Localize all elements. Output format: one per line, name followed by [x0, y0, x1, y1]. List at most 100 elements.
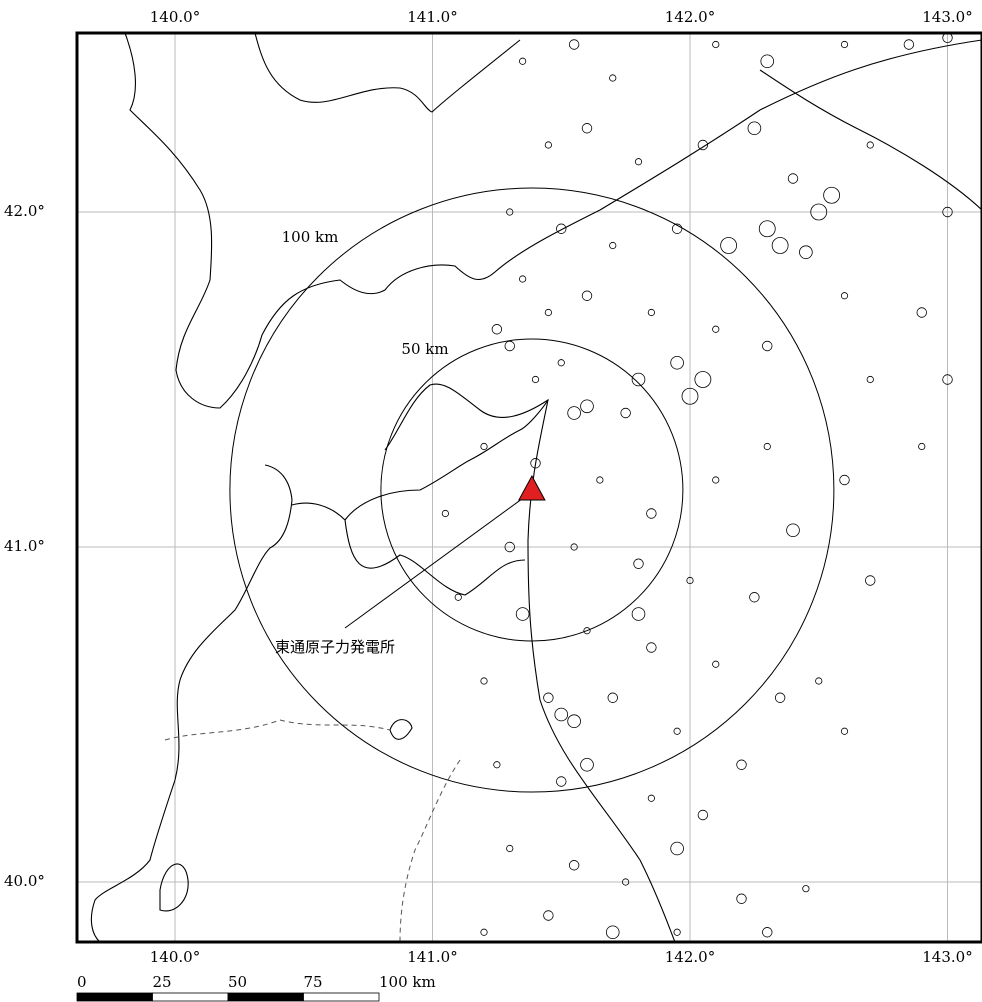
epicenter [736, 893, 747, 904]
epicenter [802, 885, 810, 893]
scale-label: 100 km [379, 973, 436, 991]
epicenter [491, 324, 503, 335]
plant-marker [518, 475, 546, 501]
epicenter [697, 139, 709, 151]
epicenter [787, 173, 799, 184]
coastline [759, 69, 982, 211]
scale-label: 25 [153, 973, 172, 991]
epicenter [519, 275, 527, 283]
range-ring [229, 187, 835, 793]
epicenter [694, 371, 712, 388]
epicenter [799, 245, 813, 260]
scale-label: 0 [77, 973, 87, 991]
epicenter [544, 308, 552, 317]
epicenter [609, 74, 617, 82]
range-ring-label: 50 km [401, 340, 448, 358]
epicenter [762, 340, 773, 352]
epicenter [918, 442, 926, 451]
epicenter [530, 458, 541, 469]
epicenter [580, 399, 594, 414]
coastline [291, 502, 526, 596]
epicenter [942, 33, 953, 43]
epicenter [631, 607, 646, 621]
coastline [90, 464, 293, 942]
plant-label: 東通原子力発電所 [275, 638, 395, 656]
epicenter [609, 241, 617, 250]
epicenter [774, 692, 786, 703]
lat-label: 42.0° [4, 202, 45, 220]
epicenter [673, 928, 681, 936]
epicenter [515, 607, 530, 621]
epicenter [506, 844, 514, 853]
range-ring [380, 338, 684, 642]
epicenter [823, 186, 841, 204]
epicenter [519, 57, 527, 65]
epicenter [673, 727, 681, 735]
epicenter [866, 375, 874, 384]
epicenter [903, 39, 915, 50]
epicenter [810, 203, 828, 221]
lat-label: 40.0° [4, 872, 45, 890]
epicenter [762, 927, 773, 938]
epicenter [712, 325, 720, 333]
epicenter [504, 340, 515, 352]
lon-label: 143.0° [922, 948, 972, 966]
epicenter [686, 576, 694, 585]
coastline [254, 33, 521, 113]
epicenter [865, 575, 876, 586]
epicenter [840, 727, 849, 735]
lon-label: 143.0° [922, 8, 972, 26]
epicenter [763, 442, 771, 451]
epicenter [583, 627, 591, 635]
epicenter [712, 660, 720, 668]
epicenter [647, 308, 655, 317]
epicenter [633, 558, 644, 569]
epicenter [647, 794, 655, 802]
epicenter [670, 841, 684, 856]
lon-label: 140.0° [150, 8, 200, 26]
lon-label: 141.0° [407, 948, 457, 966]
epicenter [441, 509, 449, 518]
prefecture-border [164, 719, 391, 741]
epicenter [493, 761, 501, 769]
epicenter [760, 54, 775, 69]
epicenter [554, 707, 569, 722]
epicenter [916, 307, 927, 318]
epicenter [720, 237, 738, 254]
range-ring-label: 100 km [282, 228, 339, 246]
epicenter [771, 237, 789, 254]
epicenter [556, 776, 567, 787]
epicenter [786, 523, 800, 538]
epicenter [670, 355, 684, 370]
epicenter [840, 40, 849, 49]
epicenter [531, 375, 540, 384]
lon-label: 142.0° [665, 948, 715, 966]
epicenter [749, 592, 760, 603]
land [90, 33, 982, 942]
epicenters [441, 33, 953, 940]
scale-segment [76, 992, 153, 1002]
epicenter [543, 692, 554, 703]
epicenter [620, 407, 631, 419]
scale-segment [303, 992, 380, 1002]
epicenter [607, 692, 618, 703]
map-frame [75, 31, 982, 944]
epicenter [581, 123, 593, 134]
epicenter [480, 677, 488, 685]
epicenter [631, 372, 646, 387]
coastline [389, 719, 413, 740]
graticule [77, 33, 982, 942]
epicenter [646, 508, 657, 519]
overlay: 100 km 50 km [229, 187, 835, 793]
epicenter [567, 406, 581, 420]
scale-label: 50 [228, 973, 247, 991]
epicenter [681, 387, 699, 405]
coastline [159, 863, 189, 912]
prefecture-border [399, 759, 461, 942]
lat-label: 41.0° [4, 537, 45, 555]
epicenter [543, 910, 554, 921]
epicenter [480, 928, 488, 936]
epicenter [942, 206, 953, 218]
epicenter [736, 759, 747, 770]
